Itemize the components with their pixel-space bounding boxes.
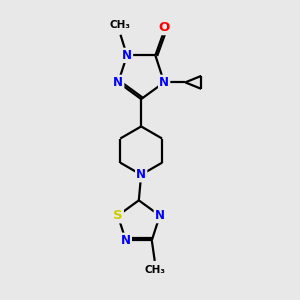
Text: O: O [158,21,169,34]
Text: N: N [121,234,131,247]
Text: N: N [113,76,123,89]
Text: S: S [113,209,123,222]
Text: CH₃: CH₃ [110,20,131,30]
Text: N: N [159,76,169,89]
Text: CH₃: CH₃ [144,265,165,275]
Text: N: N [136,168,146,181]
Text: N: N [155,209,165,222]
Text: N: N [122,49,132,62]
